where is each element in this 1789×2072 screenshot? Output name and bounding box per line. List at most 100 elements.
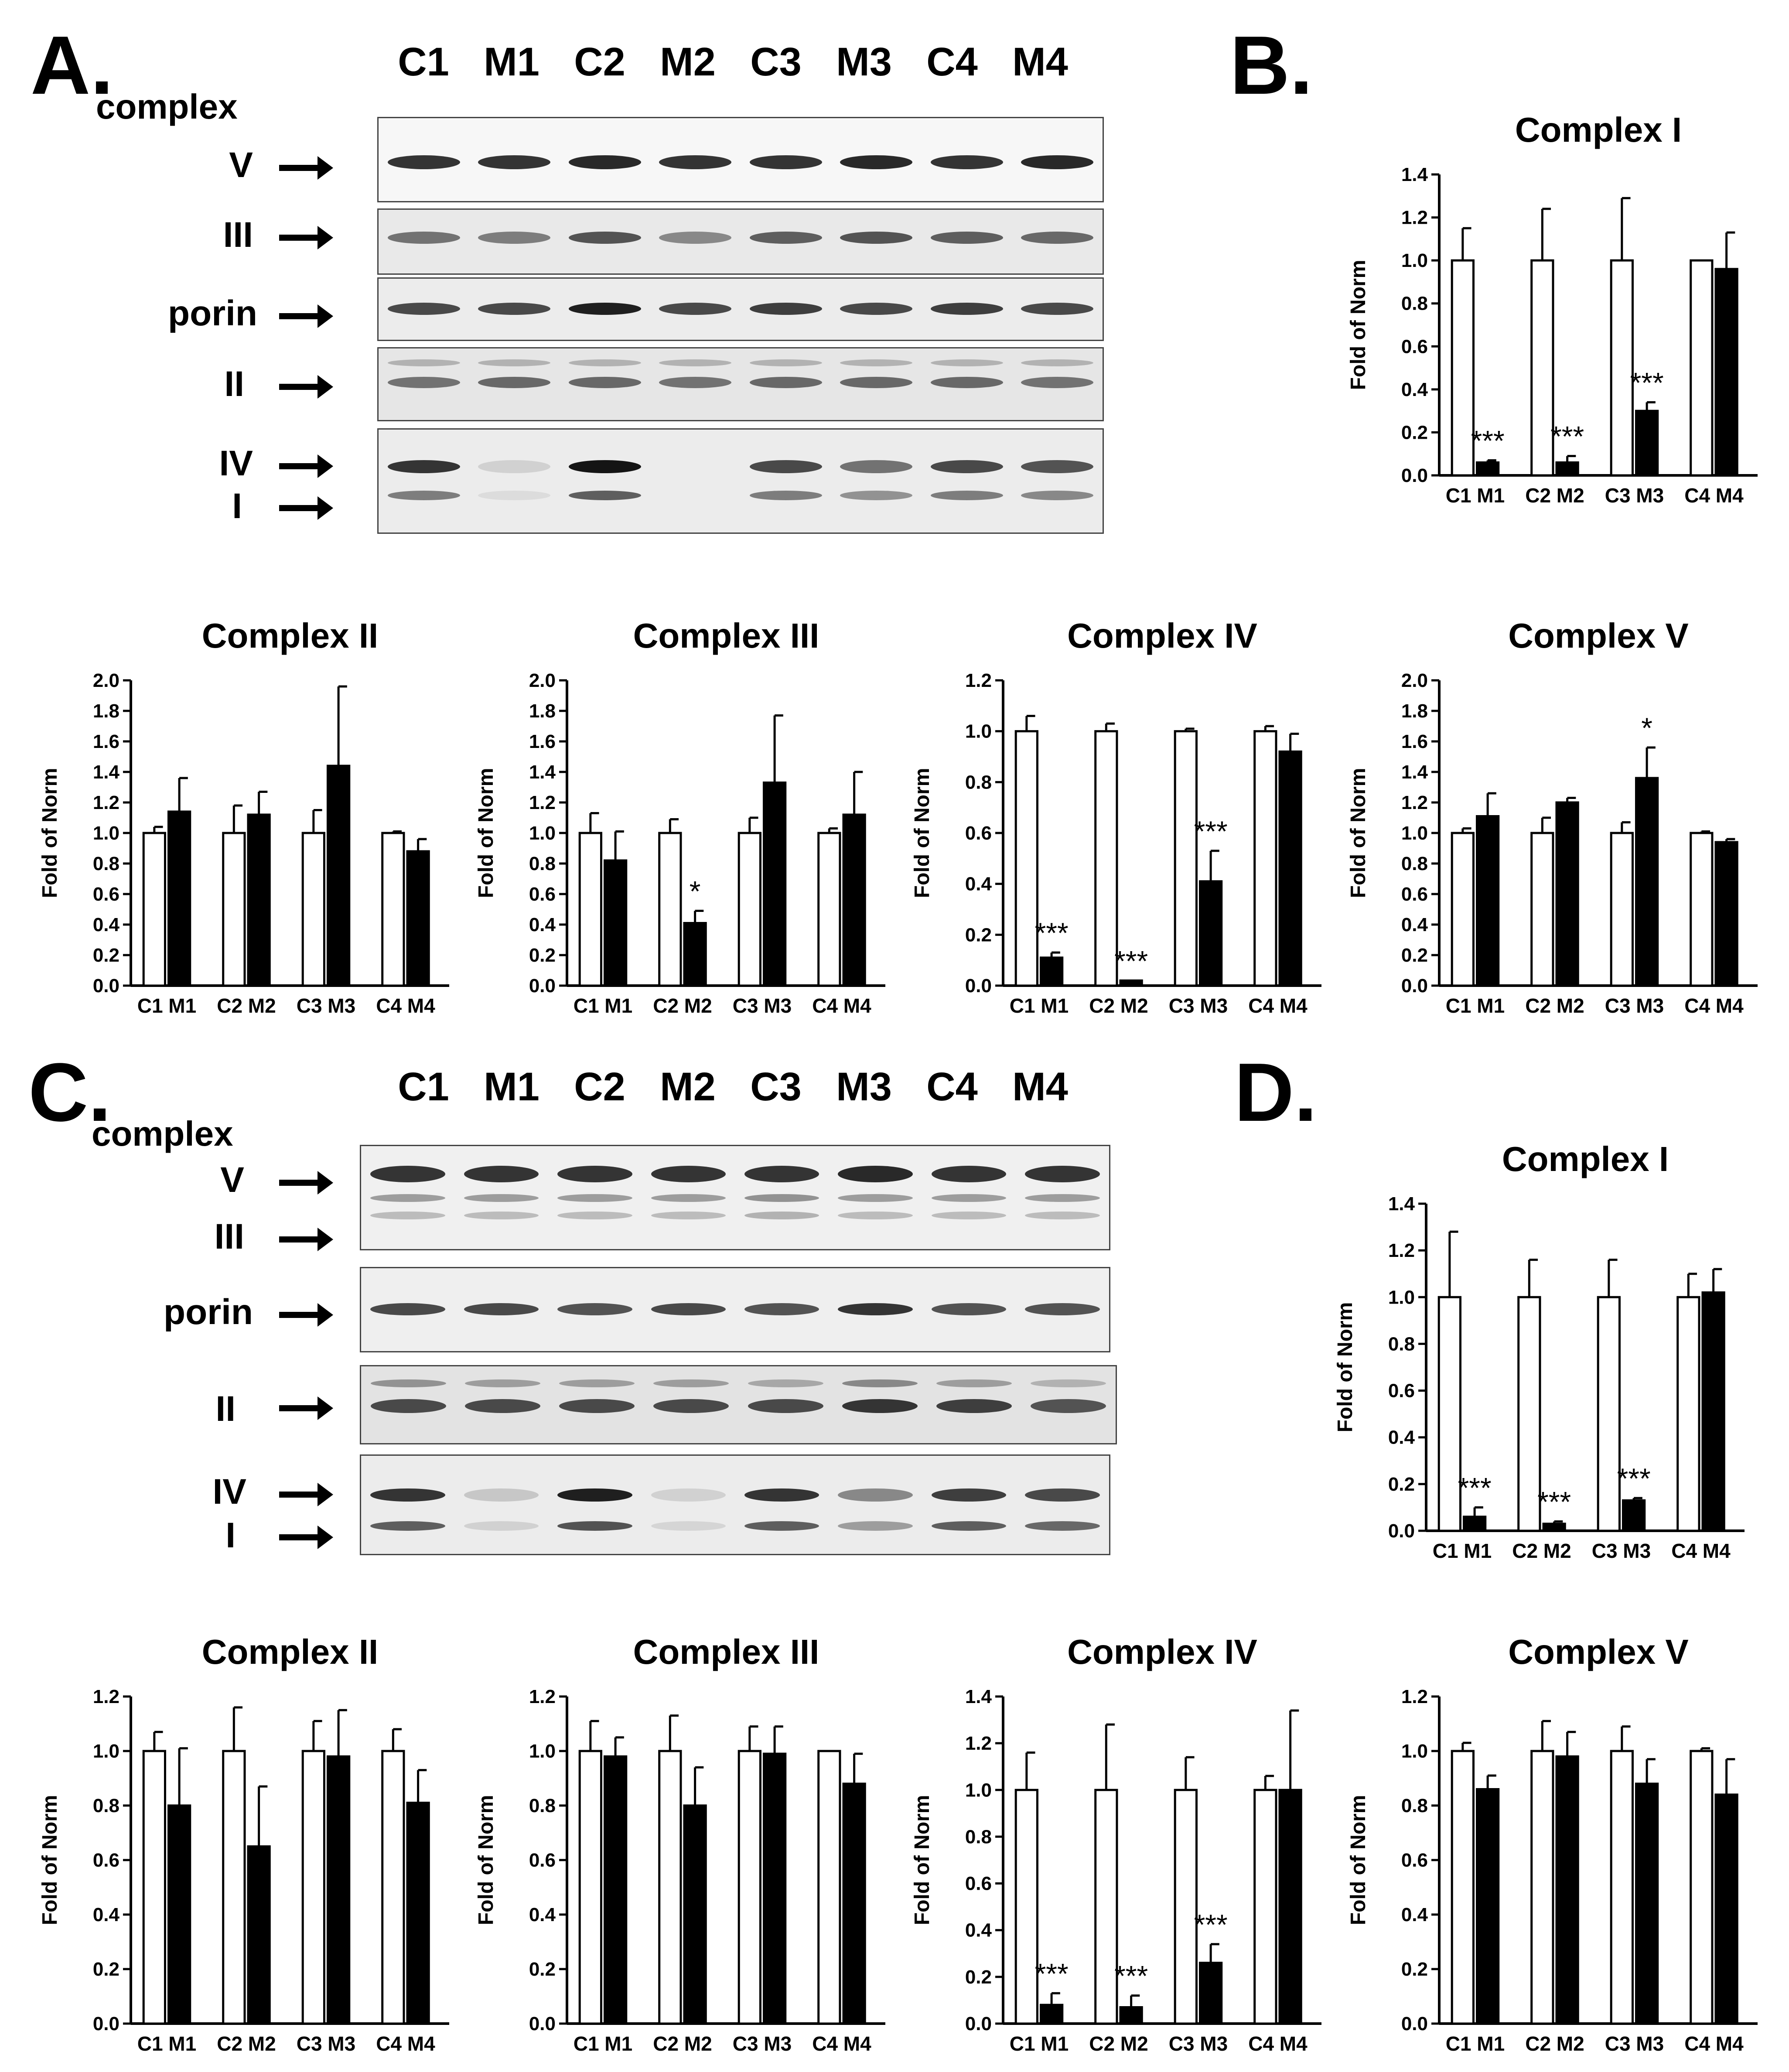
x-group-label: C3 M3 xyxy=(1592,1539,1651,1562)
blot-band xyxy=(931,1488,1007,1502)
blot-band xyxy=(387,232,460,244)
blot-band xyxy=(1031,1399,1106,1413)
blot-band xyxy=(749,155,822,169)
bar-c1 xyxy=(1451,1750,1475,2025)
blot-band xyxy=(659,303,732,315)
arrow-icon xyxy=(279,1303,333,1327)
significance-marker: * xyxy=(1641,712,1652,744)
arrow-icon xyxy=(279,496,333,520)
y-axis-label: Fold of Norm xyxy=(38,768,61,898)
blot-c-strip-v-iii xyxy=(360,1145,1110,1250)
y-tick-label: 0.0 xyxy=(93,975,119,997)
arrow-icon xyxy=(279,304,333,328)
panel-label-a: A. xyxy=(31,19,113,112)
y-tick-label: 0.4 xyxy=(1401,914,1428,935)
x-group-label: C4 M4 xyxy=(1684,2032,1744,2055)
y-tick-label: 0.0 xyxy=(1401,465,1428,486)
chart-title: Complex IV xyxy=(1067,616,1257,655)
x-group-label: C4 M4 xyxy=(1684,994,1744,1017)
x-group-label: C4 M4 xyxy=(1248,994,1308,1017)
y-tick-label: 1.0 xyxy=(529,1741,556,1762)
bar-m1 xyxy=(1475,1788,1500,2025)
x-group-label: C3 M3 xyxy=(297,2032,355,2055)
blot-band xyxy=(370,1212,445,1219)
bar-c4 xyxy=(1253,1789,1277,2025)
blot-band xyxy=(1025,1488,1100,1502)
blot-band xyxy=(838,1194,913,1202)
blot-a-complex-heading: complex xyxy=(96,87,238,126)
bar-m3 xyxy=(1198,880,1223,987)
blot-band xyxy=(651,1303,726,1315)
y-tick-label: 0.4 xyxy=(1401,379,1428,400)
blot-a-row-label-porin: porin xyxy=(168,294,257,333)
blot-band xyxy=(387,155,460,169)
y-tick-label: 2.0 xyxy=(1401,670,1428,691)
bar-m1 xyxy=(1039,956,1064,987)
bar-c2 xyxy=(1094,1789,1118,2025)
y-tick-label: 1.2 xyxy=(93,792,119,813)
blot-band xyxy=(930,155,1003,169)
blot-a-row-label-ii: II xyxy=(224,364,244,404)
y-tick-label: 0.8 xyxy=(93,1795,119,1816)
x-group-label: C3 M3 xyxy=(1169,994,1228,1017)
blot-a-strip-porin xyxy=(377,277,1104,341)
blot-band xyxy=(744,1521,819,1531)
blot-a-strip-v xyxy=(377,117,1104,202)
blot-band xyxy=(651,1488,726,1502)
blot-c-strip-ii xyxy=(360,1365,1117,1444)
blot-band xyxy=(1025,1166,1100,1182)
blot-band xyxy=(568,232,641,244)
blot-band xyxy=(651,1521,726,1531)
bar-m3 xyxy=(762,1752,787,2025)
y-tick-label: 0.2 xyxy=(1401,945,1428,966)
bar-m4 xyxy=(1714,1793,1738,2025)
y-axis-label: Fold of Norm xyxy=(475,1795,498,1925)
blot-band xyxy=(464,1166,539,1182)
bar-c4 xyxy=(1253,730,1277,987)
x-group-label: C3 M3 xyxy=(733,994,792,1017)
bar-m2 xyxy=(1555,801,1579,987)
bar-c4 xyxy=(1690,259,1714,477)
y-tick-label: 0.6 xyxy=(1388,1380,1415,1402)
arrow-icon xyxy=(279,1396,333,1420)
bar-c1 xyxy=(1014,1789,1038,2025)
y-tick-label: 1.4 xyxy=(965,1686,992,1707)
blot-band xyxy=(659,359,732,366)
chart-c-complex-v: Complex V Fold of Norm 0.0 0.2 0.4 0.6 0.8 1.0 1… xyxy=(1347,1632,1758,2055)
blot-band xyxy=(1021,155,1094,169)
blot-band xyxy=(931,1194,1007,1202)
bar-c4 xyxy=(1676,1296,1700,1532)
lane-label: M3 xyxy=(836,40,892,84)
bar-m3 xyxy=(1635,410,1659,477)
bar-c3 xyxy=(1174,1789,1198,2025)
x-group-label: C3 M3 xyxy=(1169,2032,1228,2055)
blot-c-row-label-iv: IV xyxy=(212,1472,246,1512)
y-tick-label: 1.0 xyxy=(965,1779,992,1801)
blot-band xyxy=(930,377,1003,388)
lane-label: C1 xyxy=(398,1065,449,1109)
y-tick-label: 0.4 xyxy=(1388,1427,1415,1448)
bar-c4 xyxy=(1690,1750,1714,2025)
y-tick-label: 0.0 xyxy=(1401,2013,1428,2034)
blot-band xyxy=(749,359,822,366)
significance-marker: *** xyxy=(1114,945,1148,977)
y-axis-label: Fold of Norm xyxy=(1347,1795,1370,1925)
blot-band xyxy=(840,232,913,244)
y-tick-label: 0.4 xyxy=(93,1904,120,1925)
x-group-label: C2 M2 xyxy=(217,994,276,1017)
y-tick-label: 0.8 xyxy=(965,771,992,793)
bar-c3 xyxy=(301,832,325,987)
chart-a-complex-ii: Complex II Fold of Norm 0.0 0.2 0.4 0.6 0.8 1.0… xyxy=(38,616,449,1017)
blot-band xyxy=(464,1194,539,1202)
y-axis-label: Fold of Norm xyxy=(911,768,934,898)
blot-band xyxy=(370,1488,445,1502)
blot-band xyxy=(930,359,1003,366)
blot-band xyxy=(478,359,551,366)
blot-band xyxy=(464,1521,539,1531)
x-group-label: C2 M2 xyxy=(1512,1539,1571,1562)
blot-band xyxy=(931,1303,1007,1315)
blot-band xyxy=(478,155,551,169)
blot-band xyxy=(930,491,1003,500)
blot-band xyxy=(559,1399,635,1413)
y-tick-label: 1.6 xyxy=(529,731,556,752)
